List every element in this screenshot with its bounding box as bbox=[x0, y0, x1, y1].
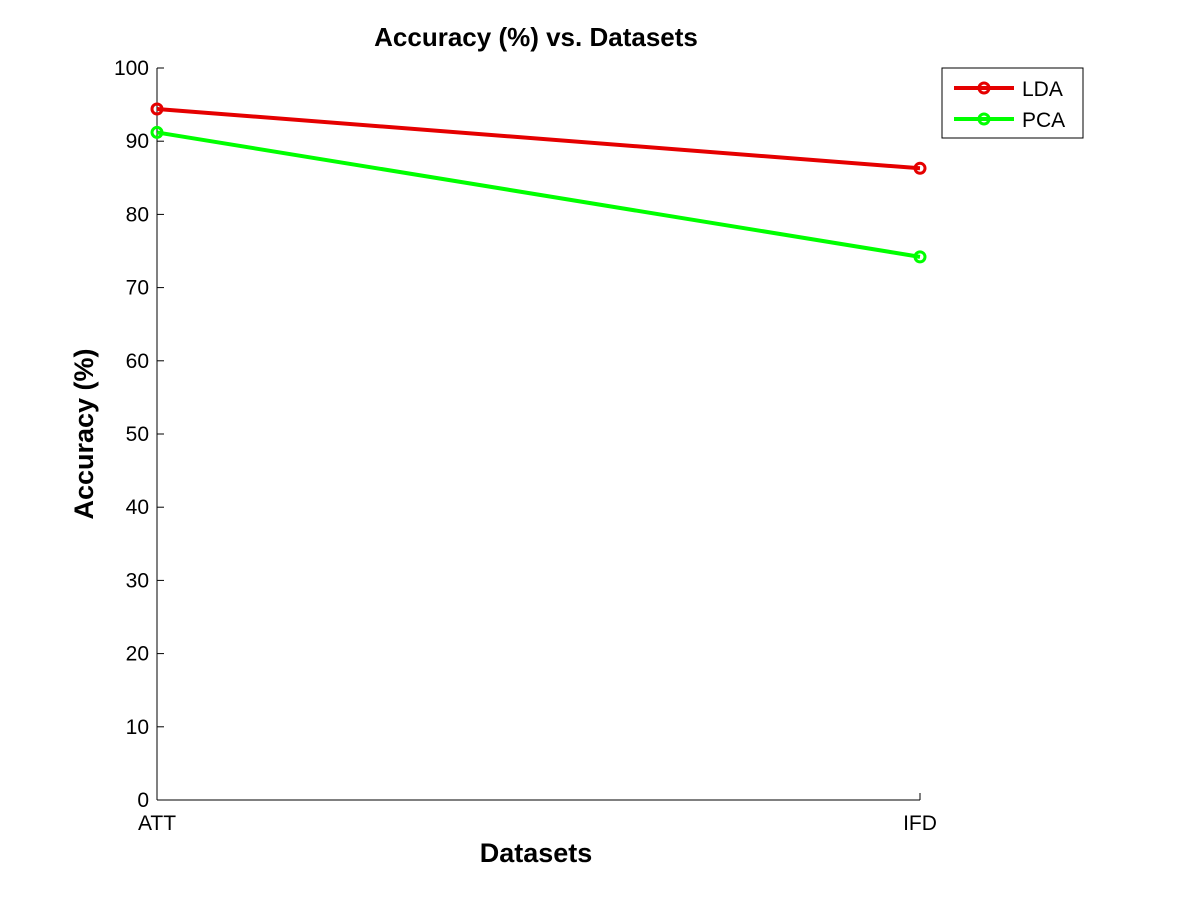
series-group bbox=[150, 102, 927, 264]
y-tick-label: 30 bbox=[126, 569, 149, 592]
y-tick-label: 60 bbox=[126, 350, 149, 373]
x-axis-ticks: ATT IFD bbox=[138, 793, 937, 835]
x-tick-label: IFD bbox=[903, 812, 937, 835]
legend-marker-lda bbox=[977, 81, 991, 95]
chart-title: Accuracy (%) vs. Datasets bbox=[374, 22, 698, 52]
y-tick-label: 0 bbox=[137, 789, 149, 812]
legend-label-pca: PCA bbox=[1022, 109, 1065, 132]
y-tick-label: 20 bbox=[126, 643, 149, 666]
data-point-pca bbox=[150, 125, 164, 139]
y-tick-label: 40 bbox=[126, 496, 149, 519]
series-line-lda bbox=[156, 106, 921, 171]
y-tick-label: 50 bbox=[126, 423, 149, 446]
legend-box bbox=[941, 67, 1084, 139]
axes bbox=[156, 68, 920, 801]
legend: LDA PCA bbox=[941, 67, 1084, 139]
x-axis-label: Datasets bbox=[480, 838, 593, 868]
y-axis-label: Accuracy (%) bbox=[69, 348, 99, 519]
y-axis-ticks: 0 10 20 30 40 50 60 70 80 90 100 bbox=[114, 57, 164, 812]
series-line-pca bbox=[156, 130, 921, 259]
legend-marker-pca bbox=[977, 112, 991, 126]
x-tick-label: ATT bbox=[138, 812, 176, 835]
data-point-pca bbox=[913, 250, 927, 264]
y-tick-label: 70 bbox=[126, 277, 149, 300]
data-point-lda bbox=[150, 102, 164, 116]
y-tick-label: 100 bbox=[114, 57, 149, 80]
y-tick-label: 90 bbox=[126, 130, 149, 153]
y-tick-label: 10 bbox=[126, 716, 149, 739]
legend-label-lda: LDA bbox=[1022, 78, 1063, 101]
data-point-lda bbox=[913, 161, 927, 175]
y-tick-label: 80 bbox=[126, 203, 149, 226]
